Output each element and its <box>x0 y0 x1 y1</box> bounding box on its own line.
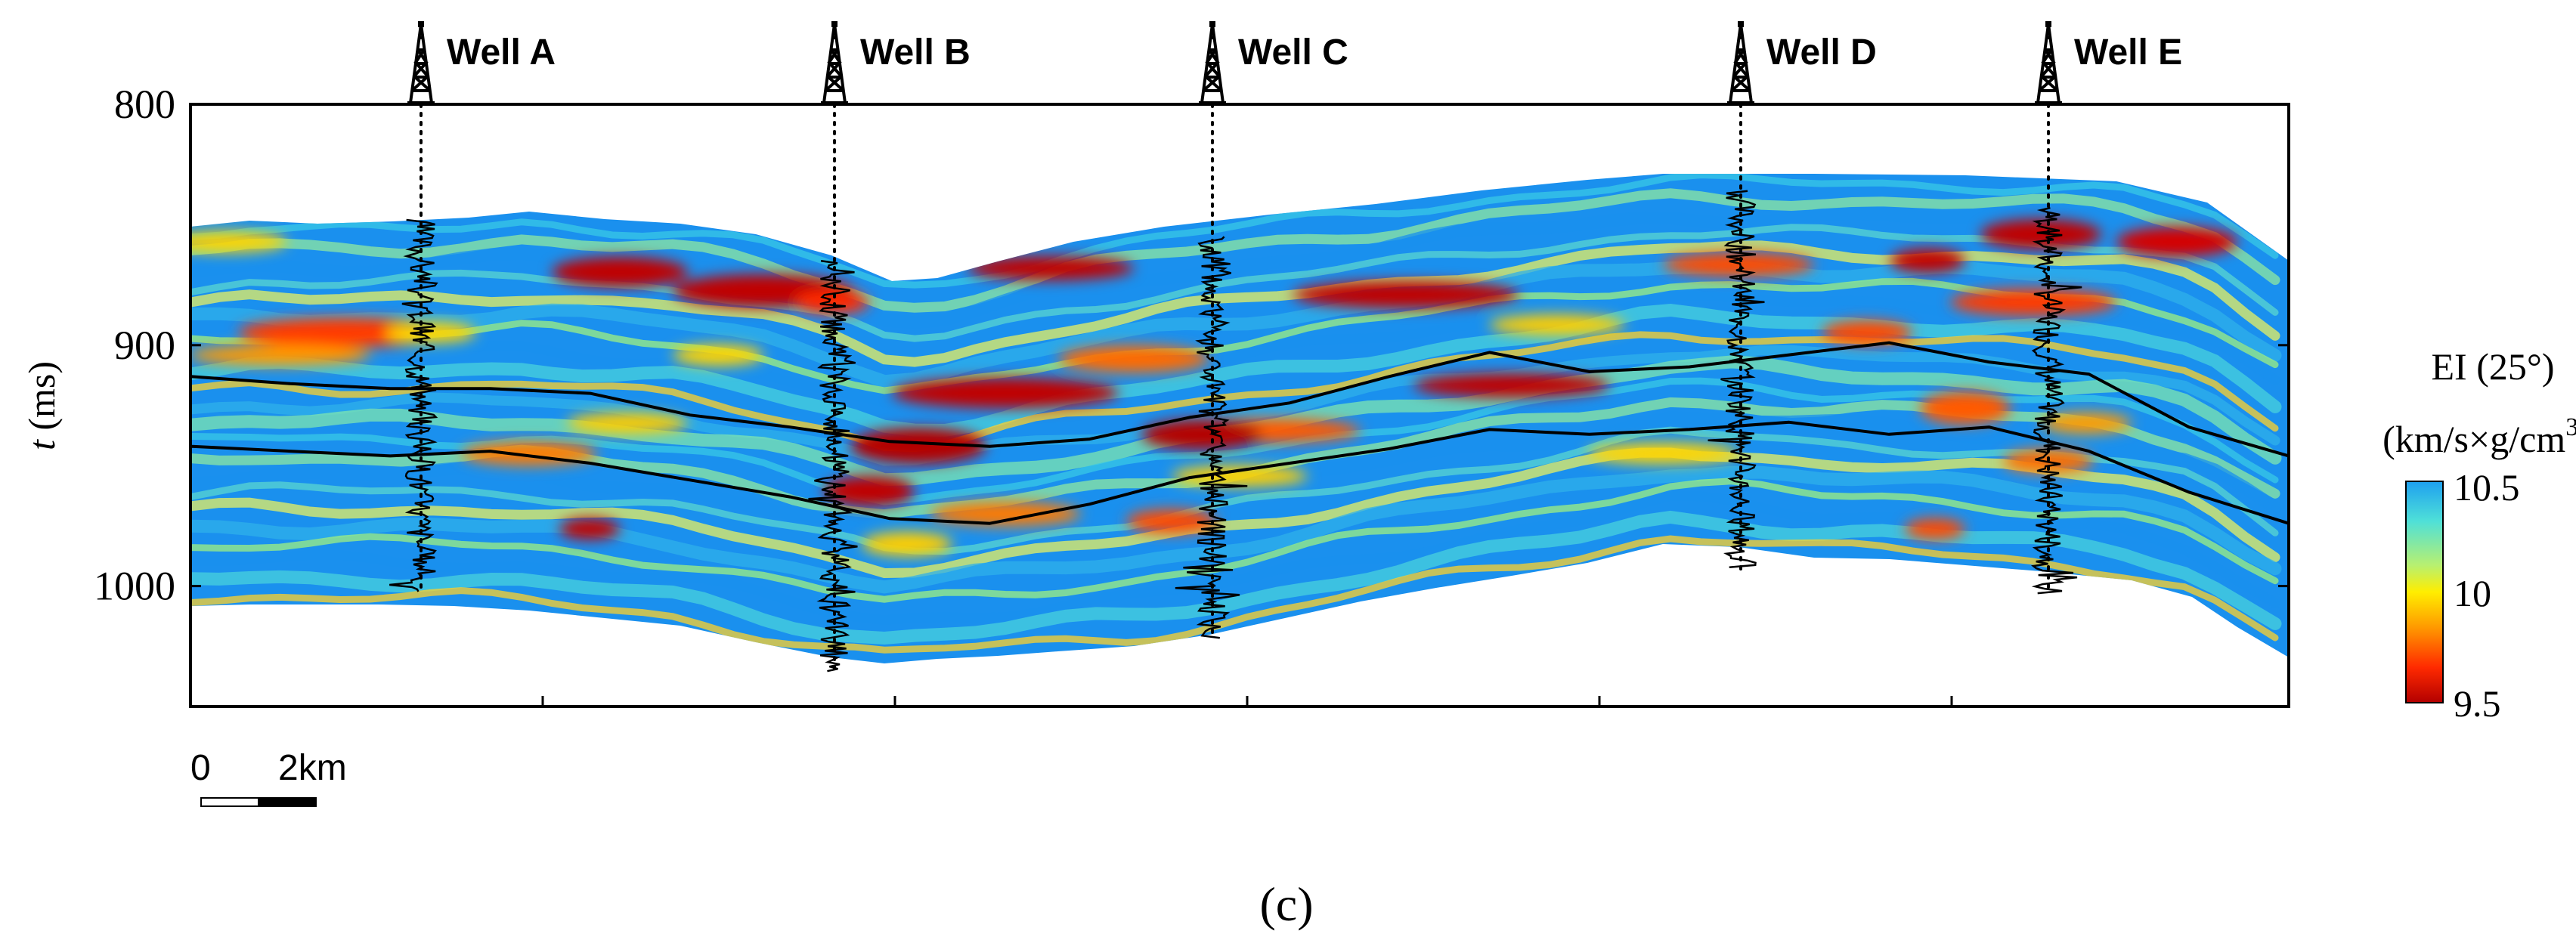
impedance-anomaly <box>1905 518 1965 540</box>
impedance-anomaly <box>930 502 1081 526</box>
colorbar: EI (25°) (km/s×g/cm3) 10.5 10 9.5 <box>2382 345 2576 725</box>
y-axis-label: t (ms) <box>20 361 63 450</box>
y-tick-label: 800 <box>114 82 175 127</box>
colorbar-mid-label: 10 <box>2454 572 2491 614</box>
impedance-anomaly <box>190 345 370 366</box>
panel-label: (c) <box>1259 877 1313 931</box>
colorbar-scale <box>2405 481 2444 703</box>
oil-derrick-icon <box>821 21 848 104</box>
impedance-band <box>190 206 2282 329</box>
well-label: Well A <box>447 32 556 73</box>
colorbar-title-line2: (km/s×g/cm3) <box>2382 413 2576 460</box>
impedance-anomaly <box>238 317 450 348</box>
well-label: Well C <box>1238 32 1348 73</box>
colorbar-min-label: 9.5 <box>2454 682 2501 725</box>
well-label: Well B <box>860 32 971 73</box>
impedance-band <box>190 331 2279 453</box>
impedance-anomaly <box>1126 509 1217 533</box>
scale-bar: 0 2km <box>190 748 347 807</box>
scale-bar-start-label: 0 <box>190 748 211 788</box>
impedance-anomaly <box>862 532 952 556</box>
horizon-line-1 <box>190 341 2290 458</box>
impedance-anomaly <box>1293 281 1519 308</box>
impedance-anomaly <box>190 231 287 252</box>
well-log-trace <box>1708 190 1765 569</box>
impedance-anomaly <box>1980 219 2101 249</box>
scale-bar-black-segment <box>258 797 317 807</box>
scale-bar-white-segment <box>200 797 259 807</box>
well-log-trace <box>808 259 858 672</box>
oil-derrick-icon <box>1727 21 1754 104</box>
impedance-band <box>190 478 2279 603</box>
impedance-band <box>190 535 2279 654</box>
impedance-band <box>190 277 2279 394</box>
well-a: Well A <box>389 21 556 595</box>
well-log-trace <box>1175 236 1248 639</box>
impedance-band <box>190 224 2279 342</box>
scale-bar-end-label: 2km <box>278 748 347 788</box>
well-log-trace <box>389 218 438 592</box>
impedance-anomaly <box>567 413 688 434</box>
oil-derrick-icon <box>407 21 435 104</box>
y-axis-label-italic: t <box>20 439 63 450</box>
impedance-anomalies <box>190 219 2237 556</box>
horizon-line-2 <box>190 420 2290 525</box>
y-tick-label: 1000 <box>94 564 175 609</box>
colorbar-unit-sup: 3 <box>2565 413 2576 441</box>
impedance-anomaly <box>1890 249 1965 273</box>
colorbar-unit: (km/s×g/cm <box>2382 418 2565 460</box>
seismic-section <box>190 174 2289 663</box>
impedance-anomaly <box>2041 413 2132 434</box>
impedance-band <box>190 465 2282 594</box>
horizon-lines <box>190 341 2290 525</box>
well-d: Well D <box>1708 21 1877 571</box>
impedance-anomaly <box>2116 227 2237 257</box>
impedance-anomaly <box>1920 391 2011 425</box>
impedance-band <box>190 290 2280 410</box>
y-tick-label: 900 <box>114 323 175 368</box>
impedance-band <box>190 188 2280 313</box>
impedance-anomaly <box>1822 320 1912 345</box>
impedance-anomaly <box>968 256 1134 280</box>
impedance-anomaly <box>559 518 620 540</box>
y-axis-label-unit: (ms) <box>20 361 63 440</box>
impedance-anomaly <box>673 345 763 366</box>
impedance-anomaly <box>1172 465 1308 487</box>
wells: Well A Well B Well C Well D Well E <box>389 21 2182 675</box>
impedance-anomaly <box>1587 443 1738 464</box>
impedance-anomaly <box>1413 373 1610 397</box>
impedance-anomaly <box>1950 289 2116 316</box>
well-log-trace <box>2031 206 2082 595</box>
impedance-band <box>190 174 2279 289</box>
well-e: Well E <box>2031 21 2182 595</box>
colorbar-max-label: 10.5 <box>2454 466 2520 509</box>
colorbar-title-line1: EI (25°) <box>2432 345 2555 388</box>
impedance-band <box>190 377 2279 506</box>
impedance-anomaly <box>1141 419 1262 450</box>
well-c: Well C <box>1175 21 1348 641</box>
well-label: Well E <box>2074 32 2182 73</box>
impedance-anomaly <box>385 322 476 343</box>
impedance-anomaly <box>552 257 688 287</box>
impedance-anomaly <box>794 290 869 314</box>
oil-derrick-icon <box>2035 21 2062 104</box>
impedance-band <box>190 303 2282 437</box>
impedance-anomaly <box>824 476 915 506</box>
impedance-band <box>190 447 2280 579</box>
y-axis: 800 900 1000 <box>94 82 2289 609</box>
well-label: Well D <box>1766 32 1877 73</box>
impedance-anomaly <box>1663 252 1814 277</box>
x-axis-ticks <box>189 696 2290 706</box>
impedance-anomaly <box>892 378 1119 408</box>
impedance-anomaly <box>850 428 986 464</box>
impedance-anomaly <box>1058 345 1209 373</box>
impedance-band <box>190 345 2280 466</box>
well-b: Well B <box>808 21 971 675</box>
oil-derrick-icon <box>1199 21 1226 104</box>
impedance-anomaly <box>1489 314 1625 335</box>
plot-frame <box>189 103 2290 708</box>
impedance-band <box>190 426 2279 555</box>
